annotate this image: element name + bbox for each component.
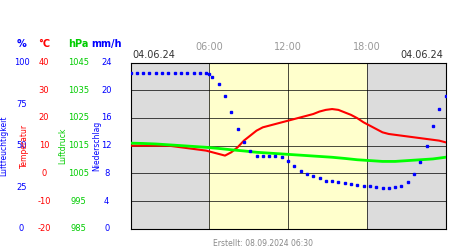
Text: mm/h: mm/h bbox=[91, 39, 122, 49]
Text: 06:00: 06:00 bbox=[195, 42, 223, 52]
Text: 40: 40 bbox=[39, 58, 50, 67]
Text: 0: 0 bbox=[19, 224, 24, 233]
Text: Luftfeuchtigkeit: Luftfeuchtigkeit bbox=[0, 116, 8, 176]
Text: 20: 20 bbox=[39, 114, 50, 122]
Text: 0: 0 bbox=[104, 224, 109, 233]
Text: 24: 24 bbox=[101, 58, 112, 67]
Text: 995: 995 bbox=[71, 196, 86, 205]
Text: 16: 16 bbox=[101, 114, 112, 122]
Text: -20: -20 bbox=[37, 224, 51, 233]
Text: 1005: 1005 bbox=[68, 169, 89, 178]
Bar bbox=[130, 62, 209, 229]
Text: 25: 25 bbox=[16, 183, 27, 192]
Text: Temperatur: Temperatur bbox=[20, 124, 29, 168]
Text: 50: 50 bbox=[16, 141, 27, 150]
Bar bbox=[367, 62, 446, 229]
Text: 20: 20 bbox=[101, 86, 112, 95]
Text: 4: 4 bbox=[104, 196, 109, 205]
Text: %: % bbox=[17, 39, 27, 49]
Text: 10: 10 bbox=[39, 141, 50, 150]
Text: hPa: hPa bbox=[68, 39, 89, 49]
Text: 1015: 1015 bbox=[68, 141, 89, 150]
Text: Niederschlag: Niederschlag bbox=[92, 120, 101, 171]
Text: 04.06.24: 04.06.24 bbox=[400, 50, 443, 60]
Text: 30: 30 bbox=[39, 86, 50, 95]
Text: 1045: 1045 bbox=[68, 58, 89, 67]
Text: 100: 100 bbox=[14, 58, 30, 67]
Bar bbox=[209, 62, 367, 229]
Text: Luftdruck: Luftdruck bbox=[58, 128, 68, 164]
Text: 8: 8 bbox=[104, 169, 109, 178]
Text: -10: -10 bbox=[37, 196, 51, 205]
Text: 75: 75 bbox=[16, 100, 27, 108]
Text: 1025: 1025 bbox=[68, 114, 89, 122]
Text: °C: °C bbox=[38, 39, 50, 49]
Text: Erstellt: 08.09.2024 06:30: Erstellt: 08.09.2024 06:30 bbox=[213, 238, 313, 248]
Text: 1035: 1035 bbox=[68, 86, 89, 95]
Text: 0: 0 bbox=[41, 169, 47, 178]
Text: 04.06.24: 04.06.24 bbox=[133, 50, 176, 60]
Text: 985: 985 bbox=[71, 224, 87, 233]
Text: 12:00: 12:00 bbox=[274, 42, 302, 52]
Text: 12: 12 bbox=[101, 141, 112, 150]
Text: 18:00: 18:00 bbox=[353, 42, 381, 52]
